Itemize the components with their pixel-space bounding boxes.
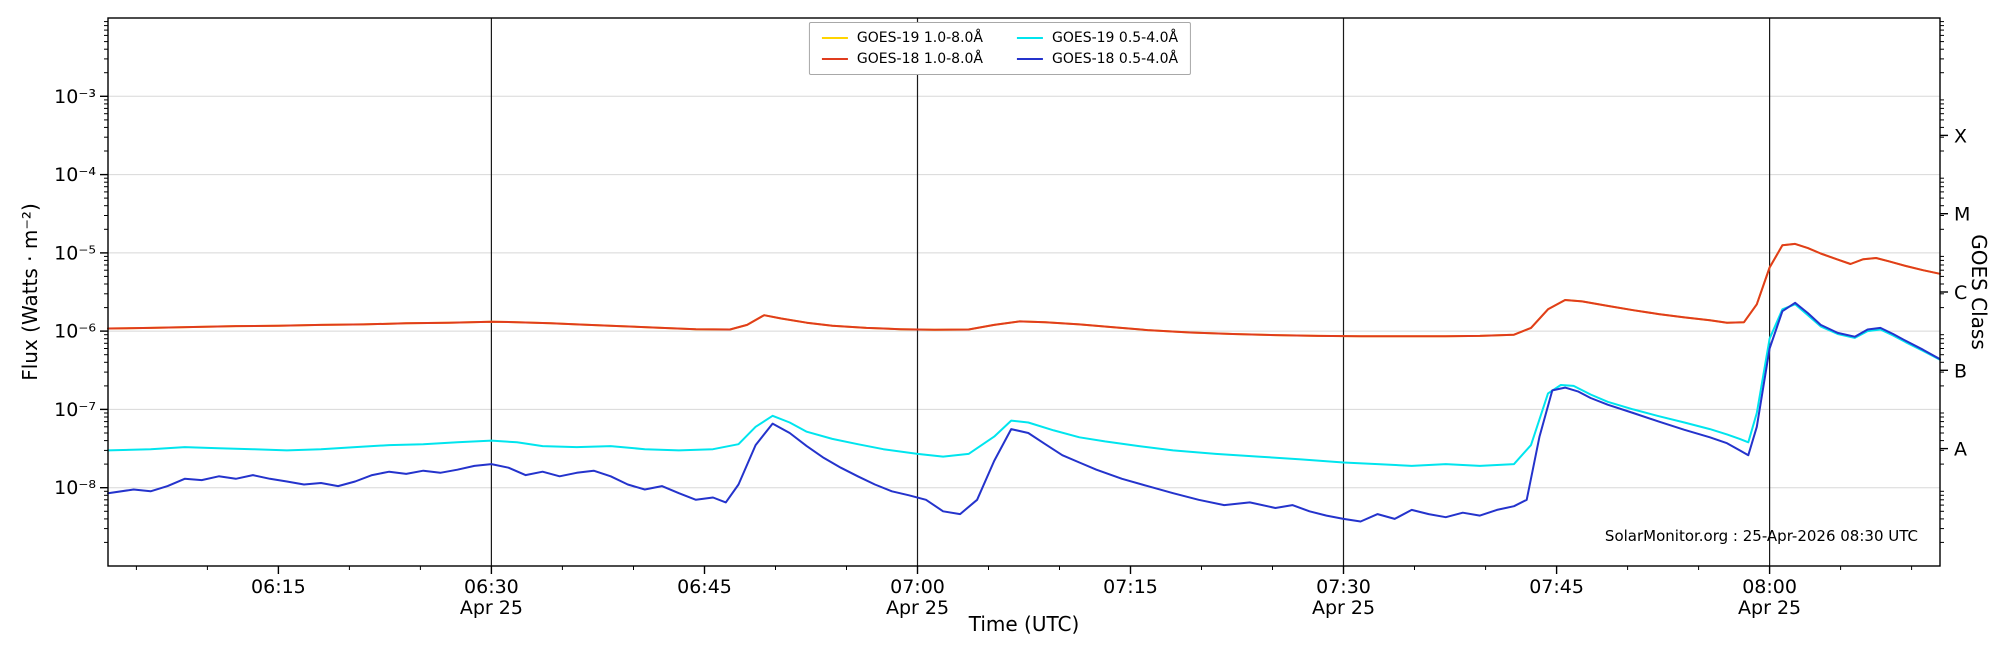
x-tick-date-label: Apr 25	[1738, 597, 1801, 619]
x-tick-label: 06:45	[677, 576, 732, 598]
legend-swatch-goes18-short	[1017, 58, 1043, 60]
y-tick-label: 10⁻⁴	[54, 164, 96, 186]
legend-label-goes19-long: GOES-19 1.0-8.0Å	[856, 30, 983, 46]
legend-item-goes18-long: GOES-18 1.0-8.0Å	[821, 51, 983, 67]
legend-item-goes19-short: GOES-19 0.5-4.0Å	[1017, 30, 1178, 46]
y-tick-label: 10⁻³	[54, 86, 96, 108]
y-axis-title: Flux (Watts · m⁻²)	[18, 203, 42, 381]
x-tick-date-label: Apr 25	[886, 597, 949, 619]
x-tick-label: 07:30	[1316, 576, 1371, 598]
legend-label-goes19-short: GOES-19 0.5-4.0Å	[1052, 30, 1179, 46]
x-tick-label: 06:15	[251, 576, 306, 598]
y-tick-label: 10⁻⁶	[54, 321, 96, 343]
legend-label-goes18-short: GOES-18 0.5-4.0Å	[1052, 51, 1179, 67]
goes-class-label: C	[1954, 282, 1967, 304]
plot-border	[107, 17, 1941, 567]
legend-item-goes18-short: GOES-18 0.5-4.0Å	[1017, 51, 1178, 67]
legend-label-goes18-long: GOES-18 1.0-8.0Å	[856, 51, 983, 67]
goes-class-label: X	[1954, 125, 1967, 147]
x-tick-label: 07:15	[1103, 576, 1158, 598]
goes-class-label: B	[1954, 360, 1967, 382]
goes-class-label: A	[1954, 439, 1967, 461]
legend-swatch-goes18-long	[821, 58, 848, 60]
y-tick-label: 10⁻⁷	[54, 399, 96, 421]
series-line-goes-18-0-5-4-0-	[107, 301, 1941, 523]
legend-item-goes19-long: GOES-19 1.0-8.0Å	[821, 30, 983, 46]
x-tick-label: 08:00	[1742, 576, 1797, 598]
x-axis-title: Time (UTC)	[968, 612, 1080, 636]
x-tick-label: 07:45	[1529, 576, 1584, 598]
right-axis-title: GOES Class	[1967, 234, 1991, 350]
x-tick-label: 07:00	[890, 576, 945, 598]
goes-class-label: M	[1954, 204, 1970, 226]
legend-swatch-goes19-short	[1017, 37, 1043, 39]
series-line-goes-18-1-0-8-0-	[107, 242, 1941, 338]
solarmonitor-watermark: SolarMonitor.org : 25-Apr-2026 08:30 UTC	[1604, 527, 1918, 545]
x-tick-label: 06:30	[464, 576, 519, 598]
y-tick-label: 10⁻⁸	[54, 477, 96, 499]
y-tick-label: 10⁻⁵	[54, 242, 96, 264]
x-tick-date-label: Apr 25	[460, 597, 523, 619]
legend-swatch-goes19-long	[821, 37, 848, 39]
series-line-goes-19-0-5-4-0-	[107, 303, 1941, 467]
legend: GOES-19 1.0-8.0Å GOES-18 1.0-8.0Å GOES-1…	[808, 22, 1192, 75]
x-tick-date-label: Apr 25	[1312, 597, 1375, 619]
